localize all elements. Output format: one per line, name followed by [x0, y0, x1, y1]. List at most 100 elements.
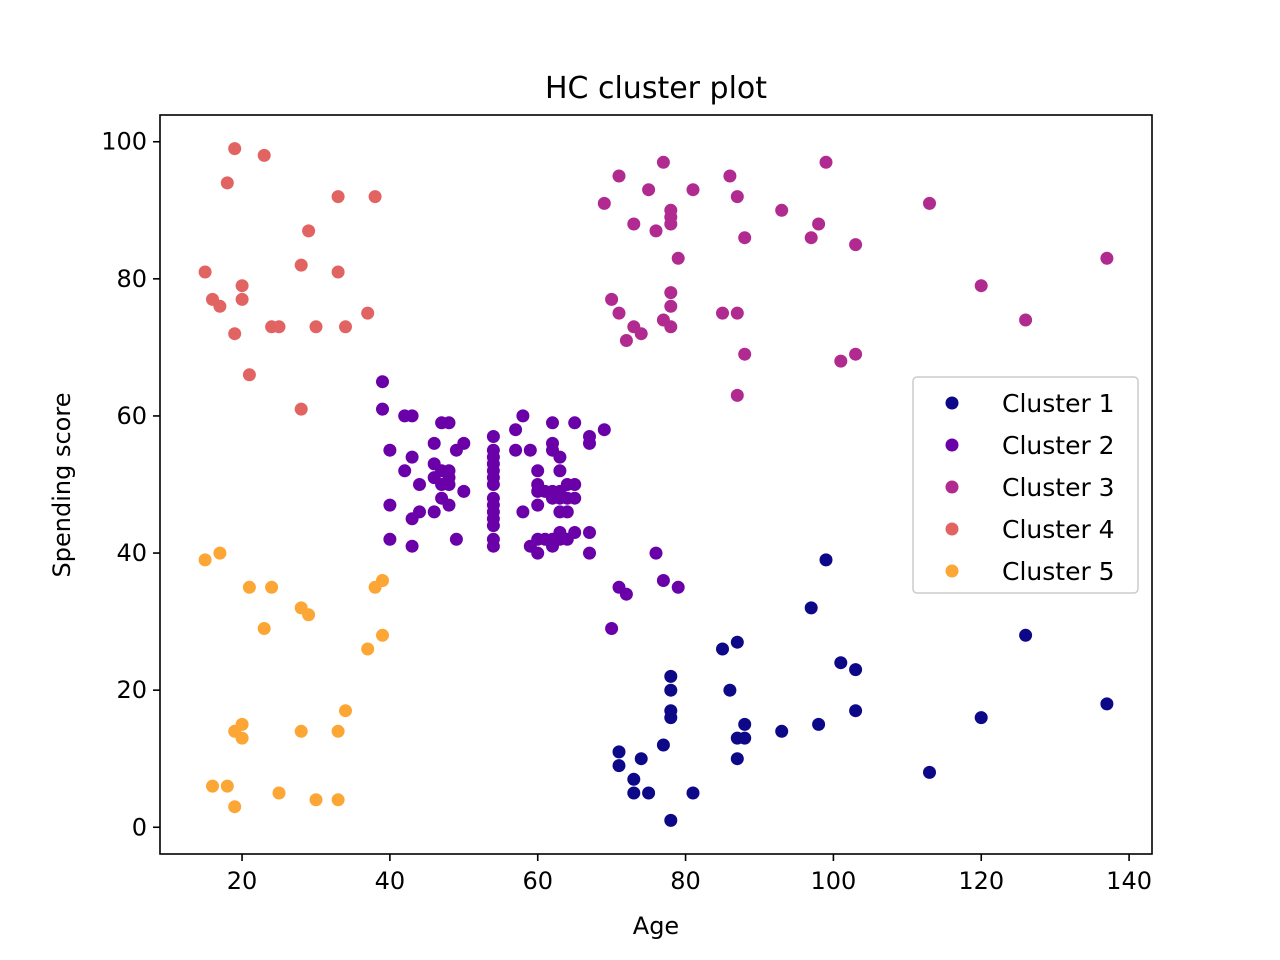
cluster-4-point — [339, 320, 352, 334]
cluster-3-point — [834, 354, 848, 368]
cluster-4-point — [198, 265, 212, 279]
cluster-2-point — [553, 450, 567, 464]
cluster-2-point — [376, 375, 389, 389]
cluster-5-point — [242, 580, 256, 594]
cluster-3-point — [597, 196, 611, 210]
cluster-4-point — [272, 320, 286, 334]
cluster-2-point — [583, 526, 596, 539]
x-tick-label: 60 — [522, 867, 553, 895]
cluster-3-point — [849, 347, 863, 361]
cluster-3-point — [819, 155, 833, 169]
cluster-3-point — [775, 203, 789, 217]
legend-label: Cluster 4 — [1002, 515, 1115, 544]
cluster-4-point — [242, 368, 256, 382]
x-tick-label: 20 — [227, 867, 258, 895]
y-axis-label: Spending score — [48, 393, 76, 578]
x-tick-label: 80 — [670, 867, 701, 895]
cluster-2-point — [405, 409, 419, 423]
cluster-2-point — [531, 464, 545, 478]
cluster-1-point — [775, 724, 789, 738]
cluster-2-point — [546, 416, 559, 430]
cluster-1-point — [819, 553, 833, 567]
cluster-3-point — [738, 231, 752, 245]
cluster-2-point — [509, 423, 523, 437]
cluster-4-point — [309, 320, 323, 334]
cluster-3-point — [730, 306, 744, 320]
cluster-5-point — [220, 779, 234, 793]
cluster-3-point — [664, 286, 678, 300]
cluster-2-point — [376, 402, 389, 416]
cluster-5-point — [228, 800, 242, 814]
cluster-5-point — [309, 793, 323, 807]
cluster-3-point — [686, 183, 700, 197]
legend-marker — [945, 564, 959, 578]
cluster-1-point — [627, 772, 641, 786]
cluster-1-point — [634, 752, 648, 766]
cluster-1-point — [642, 786, 656, 800]
legend: Cluster 1 Cluster 2 Cluster 3 Cluster 4 Clus… — [912, 376, 1139, 594]
cluster-5-point — [272, 786, 286, 800]
cluster-5-point — [302, 608, 316, 622]
cluster-1-point — [812, 717, 826, 731]
cluster-1-point — [627, 786, 641, 800]
cluster-5-point — [361, 642, 375, 656]
x-tick-label: 140 — [1106, 867, 1152, 895]
cluster-1-point — [686, 786, 700, 800]
cluster-5-point — [257, 622, 271, 635]
cluster-3-point — [612, 306, 626, 320]
cluster-1-point — [1019, 628, 1033, 642]
cluster-2-point — [442, 478, 456, 491]
legend-marker — [945, 396, 959, 410]
cluster-5-point — [339, 704, 352, 718]
y-tick-label: 80 — [116, 265, 147, 293]
cluster-1-point — [716, 642, 729, 656]
cluster-3-point — [649, 224, 663, 238]
cluster-1-point — [834, 656, 848, 670]
cluster-4-point — [294, 402, 308, 416]
plot-frame — [159, 114, 1153, 855]
cluster-2-point — [486, 519, 500, 533]
y-tick-label: 20 — [116, 676, 147, 704]
y-axis: 0 20 40 60 80 100 — [101, 128, 160, 841]
cluster-1-point — [738, 717, 752, 731]
y-tick-label: 100 — [101, 128, 147, 156]
x-tick-label: 40 — [375, 867, 406, 895]
y-tick-label: 40 — [116, 539, 147, 567]
cluster-2-point — [553, 532, 567, 546]
cluster-4-point — [331, 190, 345, 204]
cluster-5-point — [198, 553, 212, 567]
legend-box — [912, 376, 1139, 594]
cluster-4-point — [361, 306, 375, 320]
cluster-4-point — [235, 292, 249, 306]
cluster-2-point — [442, 498, 456, 512]
cluster-1-point — [664, 669, 678, 683]
cluster-2-point — [656, 574, 670, 587]
legend-marker — [945, 522, 959, 536]
legend-marker — [945, 438, 959, 452]
cluster-3-point — [627, 217, 641, 231]
legend-marker — [945, 480, 959, 494]
cluster-4-point — [213, 299, 227, 313]
cluster-3-point — [664, 299, 678, 313]
cluster-3-point — [1100, 251, 1114, 265]
cluster-5-point — [294, 724, 308, 738]
cluster-3-point — [730, 388, 744, 402]
cluster-2-point — [568, 526, 582, 539]
points-layer — [198, 142, 1114, 827]
cluster-4-point — [302, 224, 316, 238]
cluster-3-point — [671, 251, 685, 265]
cluster-3-point — [634, 327, 648, 341]
cluster-1-point — [730, 752, 744, 766]
cluster-1-point — [923, 765, 936, 779]
cluster-5-point — [376, 628, 389, 642]
cluster-1-point — [1100, 697, 1114, 711]
cluster-2-point — [560, 505, 574, 519]
cluster-2-point — [405, 539, 419, 553]
cluster-1-point — [664, 683, 678, 697]
cluster-2-point — [649, 546, 663, 560]
cluster-2-point — [516, 505, 530, 519]
cluster-3-point — [605, 292, 619, 306]
legend-label: Cluster 3 — [1002, 473, 1115, 502]
cluster-2-point — [568, 416, 582, 430]
